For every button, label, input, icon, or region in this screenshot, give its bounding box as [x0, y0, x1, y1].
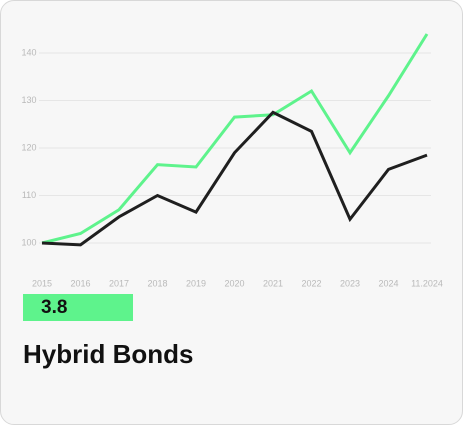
x-tick-label: 2019	[186, 278, 206, 288]
y-tick-label: 120	[21, 142, 36, 152]
x-tick-label: 2020	[224, 278, 244, 288]
y-tick-label: 140	[21, 47, 36, 57]
x-tick-label: 2023	[340, 278, 360, 288]
x-tick-label: 2022	[301, 278, 321, 288]
x-tick-label: 2016	[70, 278, 90, 288]
x-tick-label: 2018	[147, 278, 167, 288]
fund-name: Hybrid Bonds	[23, 339, 194, 369]
y-tick-label: 100	[21, 237, 36, 247]
badge	[23, 294, 133, 321]
x-tick-label: 2015	[32, 278, 52, 288]
x-tick-label: 2017	[109, 278, 129, 288]
x-tick-label: 2021	[263, 278, 283, 288]
x-tick-label: 2024	[378, 278, 398, 288]
series-line	[41, 110, 428, 247]
y-tick-label: 110	[22, 190, 36, 200]
y-tick-label: 130	[21, 95, 36, 105]
series-line	[41, 33, 429, 245]
chart: 100 110 120 130 140 2015 2016 2017 2018 2019 2020 2…	[21, 33, 443, 288]
x-tick-label: 11.2024	[411, 278, 443, 288]
badge-value: 3.8	[41, 297, 68, 318]
